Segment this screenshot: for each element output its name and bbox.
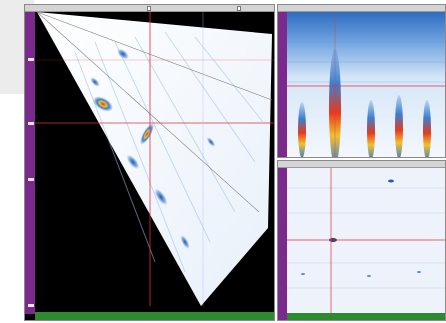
indication-streak[interactable] (298, 102, 306, 158)
cscan-texture (287, 187, 445, 289)
ruler-tick (28, 304, 34, 307)
indication-streak[interactable] (423, 100, 431, 158)
indication-spot[interactable] (367, 275, 371, 277)
sector-scan-view[interactable] (24, 4, 275, 321)
ruler-tick (28, 58, 34, 61)
bscan-view[interactable] (277, 4, 446, 158)
indication-spot[interactable] (89, 76, 102, 89)
indication-spot[interactable] (388, 179, 394, 183)
vertical-ruler[interactable] (25, 12, 35, 314)
indication-spot[interactable] (90, 93, 115, 114)
indication-spot[interactable] (205, 136, 217, 148)
vertical-ruler[interactable] (278, 168, 287, 320)
cscan-image[interactable] (287, 168, 446, 315)
cscan-view[interactable] (277, 160, 446, 321)
cursor-marker-icon[interactable] (237, 6, 241, 11)
sector-texture (74, 31, 264, 273)
cscan-titlebar (278, 161, 445, 168)
ruler-tick (28, 122, 34, 125)
indication-spot[interactable] (301, 273, 305, 275)
bscan-image[interactable] (287, 12, 446, 158)
background-left-lower (0, 94, 18, 323)
indication-spot[interactable] (178, 234, 191, 251)
horizontal-ruler[interactable] (35, 312, 274, 320)
indication-spot[interactable] (138, 122, 157, 147)
angle-guide-line (36, 12, 273, 101)
indication-streak[interactable] (395, 95, 403, 158)
horizontal-ruler[interactable] (287, 313, 445, 320)
cursor-marker-icon[interactable] (147, 6, 151, 11)
angle-guide-line (36, 12, 260, 213)
vertical-ruler[interactable] (278, 12, 287, 157)
bscan-background (287, 12, 445, 157)
indication-spot[interactable] (115, 46, 131, 61)
indication-spot[interactable] (417, 271, 421, 273)
bscan-titlebar (278, 5, 445, 12)
bscan-grid (287, 41, 445, 83)
indication-spot[interactable] (124, 153, 142, 172)
ruler-tick (28, 178, 34, 181)
sector-scan-image[interactable] (35, 12, 274, 306)
sector-scan-titlebar (25, 5, 274, 12)
cscan-background (287, 168, 445, 315)
indication-spot[interactable] (152, 187, 170, 208)
indication-streak[interactable] (367, 100, 375, 158)
